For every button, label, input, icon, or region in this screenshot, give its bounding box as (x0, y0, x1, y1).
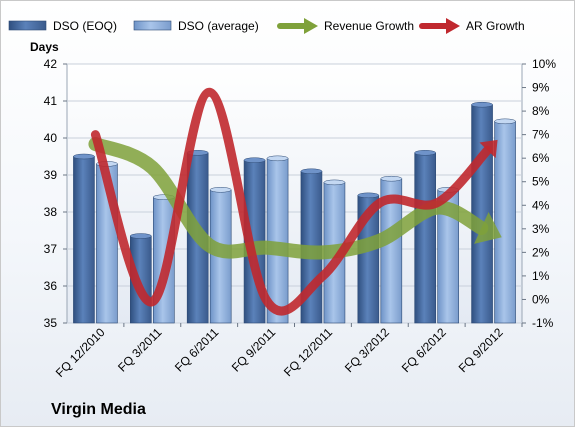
legend-arrowhead-revenue-growth (304, 18, 318, 34)
revenue-growth-line (88, 137, 489, 260)
x-tick-label: FQ 3/2011 (115, 325, 165, 375)
y-left-tick-label: 38 (44, 205, 58, 219)
y-right-tick-label: 1% (532, 269, 550, 283)
y-left-tick-label: 36 (44, 279, 58, 293)
legend-label: Revenue Growth (324, 19, 414, 33)
bar-cap (130, 233, 152, 239)
y-right-tick-label: 3% (532, 222, 550, 236)
bar-cap (266, 155, 289, 162)
bar-cap (414, 150, 436, 156)
y-left-tick-label: 35 (44, 316, 58, 330)
y-left-tick-label: 41 (44, 94, 58, 108)
x-tick-label: FQ 9/2011 (229, 325, 279, 375)
x-tick-label: FQ 3/2012 (342, 325, 392, 375)
x-tick-label: FQ 12/2010 (53, 325, 108, 380)
y-right-tick-label: 2% (532, 245, 550, 259)
bar-dso-eoq (73, 156, 95, 324)
bar-cap (300, 168, 323, 175)
bar-cap (209, 187, 232, 193)
x-tick-label: FQ 6/2012 (399, 325, 449, 375)
y-axis-left-title: Days (30, 40, 59, 54)
y-left-tick-label: 37 (44, 242, 58, 256)
growth-arrows (88, 87, 502, 316)
revenue-growth-arrowhead (474, 212, 502, 244)
y-right-tick-label: 4% (532, 198, 550, 212)
legend: DSO (EOQ) DSO (average) Revenue Growth AR G… (8, 18, 525, 34)
bar-cap (471, 101, 493, 108)
y-right-tick-label: 9% (532, 81, 550, 95)
legend-arrowhead-ar-growth (446, 18, 460, 34)
ar-growth-arrowhead (479, 139, 498, 159)
x-tick-label: FQ 12/2011 (281, 325, 335, 379)
y-right-tick-label: 7% (532, 128, 550, 142)
ar-growth-line (90, 87, 493, 316)
y-right-tick-label: 6% (532, 151, 550, 165)
bar-dso-eoq (414, 152, 436, 324)
legend-swatch-dso-average (133, 20, 172, 31)
legend-label: DSO (EOQ) (53, 19, 117, 33)
y-left-tick-label: 42 (44, 57, 58, 71)
x-tick-label: FQ 9/2012 (456, 325, 506, 375)
y-right-tick-label: 10% (532, 57, 556, 71)
y-right-tick-label: -1% (532, 316, 554, 330)
y-right-tick-label: 0% (532, 292, 550, 306)
bar-cap (494, 118, 516, 125)
y-right-tick-label: 8% (532, 104, 550, 118)
legend-label: AR Growth (466, 19, 525, 33)
legend-swatch-dso-eoq (8, 20, 47, 31)
y-left-tick-label: 39 (44, 168, 58, 182)
x-tick-label: FQ 6/2011 (172, 325, 222, 375)
bar-dso-average (494, 121, 516, 324)
bar-cap (357, 192, 380, 199)
company-label: Virgin Media (51, 401, 146, 418)
bar-cap (323, 179, 346, 186)
legend-label: DSO (average) (178, 19, 259, 33)
y-right-tick-label: 5% (532, 175, 550, 189)
y-left-tick-label: 40 (44, 131, 58, 145)
bar-cap (73, 153, 95, 160)
bar-cap (380, 175, 403, 182)
bar-cap (243, 157, 266, 163)
